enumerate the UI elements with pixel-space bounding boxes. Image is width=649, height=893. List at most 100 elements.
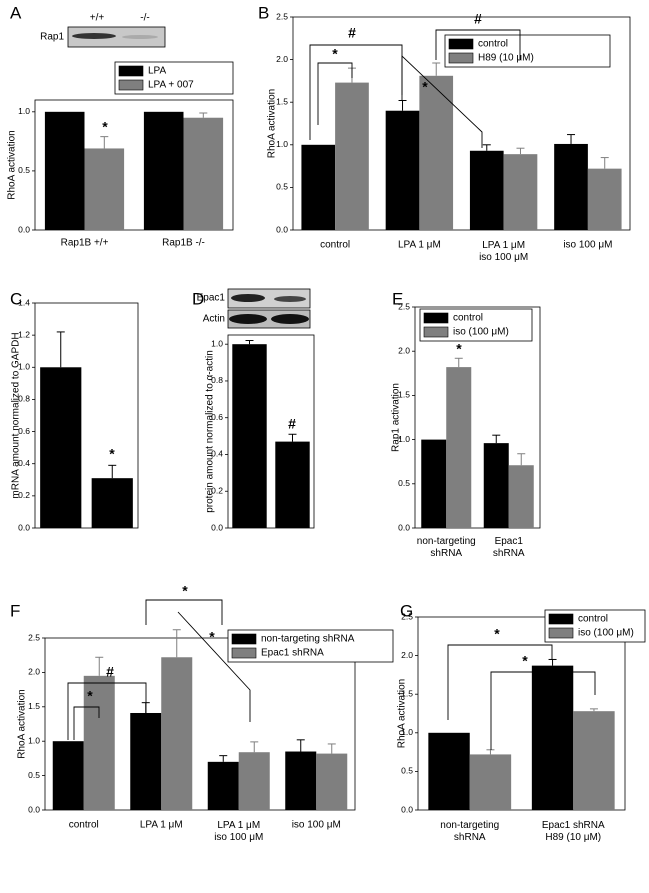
- legend-swatch: [231, 647, 257, 659]
- y-tick-label: 0.2: [18, 490, 30, 500]
- significance-bracket: [317, 62, 353, 125]
- panel: C 0.0 0.2 0.4 0.6 0.8 1.0 1.2 1.4 mRNA amount nor…: [10, 289, 139, 532]
- y-tick-label: 0.0: [398, 522, 410, 532]
- bar: [554, 143, 588, 230]
- x-tick-label: LPA 1 μM: [140, 820, 183, 831]
- legend: non-targeting shRNA Epac1 shRNA: [227, 629, 394, 663]
- significance-bracket: [177, 611, 251, 722]
- bar: [44, 111, 85, 230]
- annotation: *: [109, 446, 115, 462]
- bar: [183, 117, 224, 230]
- error-bar: [432, 62, 441, 76]
- y-tick-label: 1.0: [401, 727, 413, 737]
- y-tick-label: 0.5: [401, 766, 413, 776]
- panel-letter: F: [10, 601, 20, 620]
- y-tick-label: 0.8: [18, 394, 30, 404]
- error-bar: [296, 739, 305, 752]
- error-bar: [250, 741, 259, 753]
- significance-bracket: [401, 54, 483, 148]
- y-tick-label: 1.0: [211, 338, 223, 348]
- y-tick-label: 2.5: [401, 611, 413, 621]
- error-bar: [245, 340, 254, 345]
- bar: [207, 761, 239, 810]
- x-tick-label: non-targeting shRNA: [417, 536, 476, 559]
- blot-label: Actin: [203, 314, 225, 325]
- bar: [446, 367, 472, 528]
- legend-label: iso (100 μM): [578, 628, 634, 639]
- y-tick-label: 0.2: [211, 485, 223, 495]
- plot-frame: [414, 306, 541, 529]
- significance-bracket: [67, 682, 147, 740]
- bar: [503, 154, 538, 230]
- blot-band: [229, 314, 267, 324]
- error-bar: [288, 433, 297, 442]
- bar: [335, 82, 369, 230]
- bar: [316, 753, 348, 810]
- x-tick-label: Epac1 shRNA: [493, 536, 525, 559]
- significance-bracket: [447, 644, 553, 720]
- y-axis-label: RhoA activation: [17, 689, 28, 759]
- error-bar: [567, 134, 576, 144]
- y-tick-label: 1.5: [401, 688, 413, 698]
- panel: A 0.0 0.5 1.0 RhoA activation Rap1B +/+ Rap1B …: [7, 3, 234, 249]
- blot-frame: [67, 26, 166, 48]
- annotation: #: [474, 11, 482, 27]
- error-bar: [589, 708, 598, 712]
- y-tick-label: 1.0: [18, 362, 30, 372]
- y-tick-label: 1.0: [398, 434, 410, 444]
- blot-label: +/+: [90, 13, 105, 24]
- plot-frame: [417, 616, 626, 811]
- x-tick-label: Epac1 shRNA H89 (10 μM): [542, 820, 605, 843]
- x-tick-label: Rap1B -/-: [162, 238, 205, 249]
- blot-label: -/-: [140, 13, 149, 24]
- error-bar: [492, 434, 501, 444]
- error-bar: [56, 331, 65, 368]
- plot-frame: [44, 637, 356, 811]
- annotation: *: [87, 688, 93, 704]
- y-tick-label: 1.0: [276, 139, 288, 149]
- blot-label: Rap1: [40, 32, 64, 43]
- y-axis-label: RhoA activation: [397, 679, 408, 749]
- bar: [285, 751, 317, 810]
- significance-bracket: [490, 671, 596, 750]
- y-tick-label: 0.4: [211, 449, 223, 459]
- y-tick-label: 2.5: [398, 301, 410, 311]
- legend-swatch: [448, 38, 474, 50]
- significance-bracket: [73, 706, 100, 740]
- error-bar: [100, 136, 109, 149]
- plot-frame: [34, 302, 139, 529]
- y-tick-label: 0.5: [28, 770, 40, 780]
- blot-band: [72, 33, 116, 39]
- y-axis-label: RhoA activation: [7, 130, 18, 200]
- bar: [587, 168, 622, 230]
- legend-swatch: [118, 65, 144, 77]
- panel-letter: C: [10, 289, 22, 308]
- annotation: *: [102, 119, 108, 135]
- legend-label: iso (100 μM): [453, 327, 509, 338]
- legend-swatch: [231, 633, 257, 645]
- error-bar: [548, 658, 557, 666]
- legend-label: LPA + 007: [148, 80, 194, 91]
- y-tick-label: 2.0: [276, 54, 288, 64]
- bar: [83, 675, 115, 810]
- bar: [238, 752, 270, 810]
- error-bar: [600, 157, 609, 169]
- y-tick-label: 0.0: [18, 522, 30, 532]
- bar: [508, 465, 534, 528]
- bar: [469, 150, 504, 230]
- bar: [40, 367, 82, 528]
- legend-label: control: [478, 39, 508, 50]
- blot-frame: [227, 288, 311, 309]
- y-tick-label: 2.5: [276, 11, 288, 21]
- error-bar: [516, 147, 525, 155]
- x-tick-label: control: [69, 820, 99, 831]
- bar: [161, 657, 193, 810]
- annotation: *: [209, 629, 215, 645]
- annotation: #: [106, 664, 114, 680]
- bar: [52, 741, 84, 810]
- bar: [143, 111, 184, 230]
- annotation: *: [332, 46, 338, 62]
- panel-letter: B: [258, 3, 269, 22]
- bar: [419, 75, 454, 231]
